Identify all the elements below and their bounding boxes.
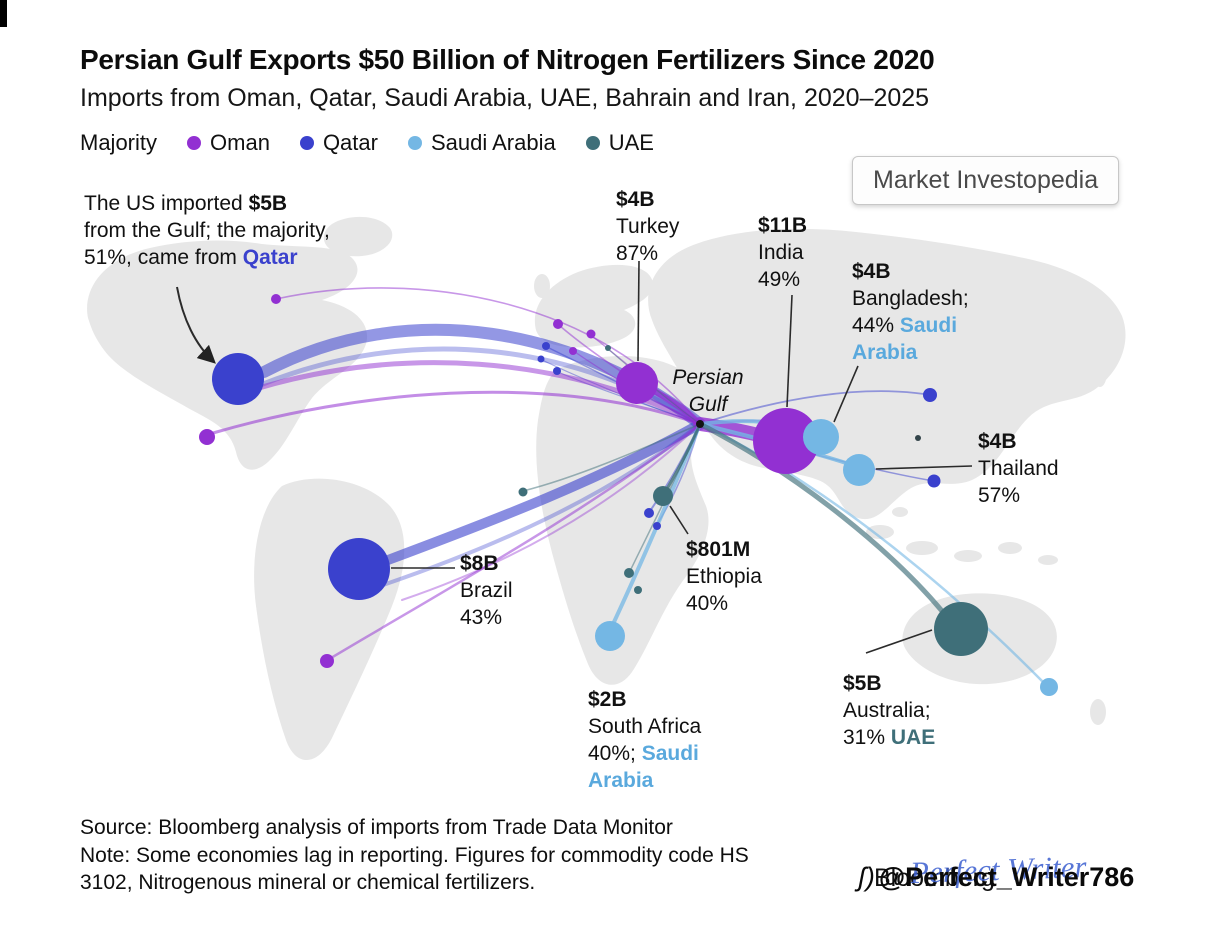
flow-australia <box>697 421 945 614</box>
bubble-bangladesh <box>803 419 839 455</box>
flow-east-asia-1 <box>699 390 925 425</box>
flow-mexico-purple <box>211 390 702 435</box>
bubble-brazil <box>328 538 390 600</box>
bubble-us <box>212 353 264 405</box>
bubble-south-africa <box>595 621 625 651</box>
island-japan <box>1093 357 1107 387</box>
flow-southamerica-purple2 <box>401 423 701 601</box>
island-sea-6 <box>892 507 908 517</box>
continent-asia <box>648 228 1126 520</box>
destination-bubbles <box>212 353 988 656</box>
island-sea-5 <box>1038 555 1058 565</box>
island-sea-1 <box>866 525 894 539</box>
island-sea-3 <box>954 550 982 562</box>
continent-europe <box>534 264 654 348</box>
bubble-turkey <box>616 362 658 404</box>
leader-bangladesh <box>833 365 859 423</box>
continent-greenland <box>323 216 393 257</box>
island-uk <box>534 274 550 298</box>
leader-lines <box>176 260 973 654</box>
continent-north-america <box>87 240 368 470</box>
origin-dot-persian-gulf <box>696 420 704 428</box>
leader-turkey <box>637 260 640 362</box>
bubble-thailand <box>843 454 875 486</box>
leader-us-arrow <box>176 286 216 364</box>
bubble-india <box>753 408 819 474</box>
leader-australia <box>865 629 933 654</box>
continent-south-america <box>254 478 405 761</box>
flow-southamerica-purple <box>329 422 702 660</box>
island-new-zealand <box>1090 699 1106 725</box>
island-sea-2 <box>906 541 938 555</box>
flow-endpoint-dots <box>199 294 1058 696</box>
flow-westafrica-teal <box>522 423 701 492</box>
leader-india <box>786 294 793 408</box>
flow-brazil-main <box>383 419 705 565</box>
leader-thailand <box>875 465 973 470</box>
leader-ethiopia <box>669 505 689 535</box>
screenshot-corner-artifact <box>0 0 7 27</box>
island-sea-4 <box>998 542 1022 554</box>
bubble-australia <box>934 602 988 656</box>
bubble-ethiopia <box>653 486 673 506</box>
